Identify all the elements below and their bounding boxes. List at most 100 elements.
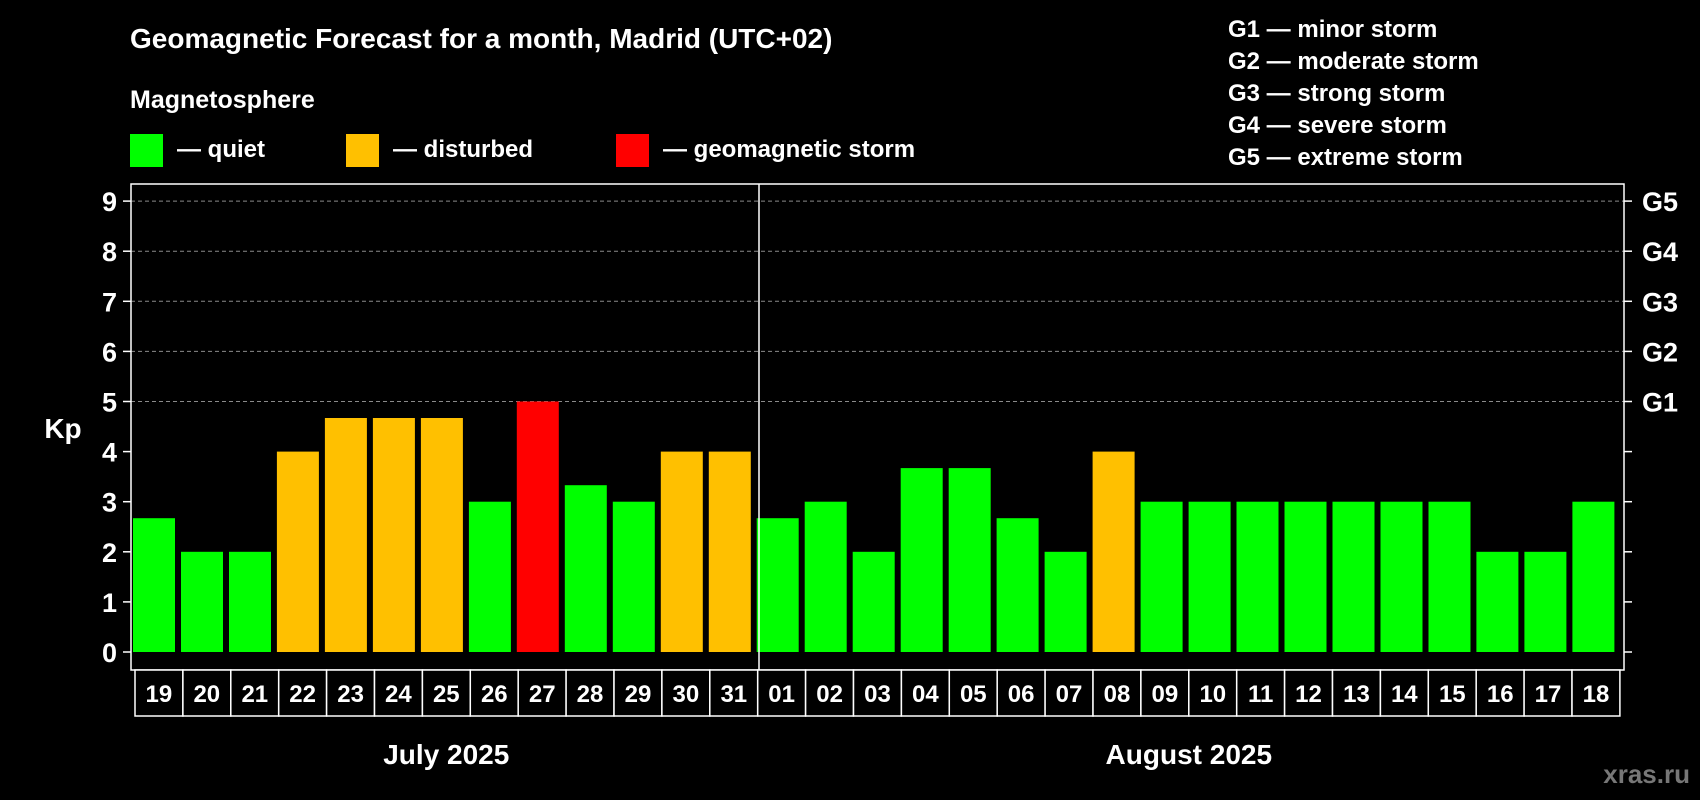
date-label-11-23: 11 bbox=[1248, 681, 1273, 708]
date-cell-27-8 bbox=[517, 669, 567, 717]
date-cell-23-4 bbox=[325, 669, 376, 717]
date-cell-01-13 bbox=[756, 669, 807, 717]
date-label-09-21: 09 bbox=[1152, 681, 1179, 708]
date-label-24-5: 24 bbox=[385, 681, 412, 708]
month-label-0: July 2025 bbox=[383, 739, 509, 770]
right-tick-label-G2: G2 bbox=[1642, 337, 1678, 367]
date-label-28-9: 28 bbox=[577, 681, 604, 708]
chart-title: Geomagnetic Forecast for a month, Madrid… bbox=[130, 23, 832, 54]
date-label-15-27: 15 bbox=[1439, 681, 1466, 708]
bar-24-5 bbox=[372, 418, 415, 652]
bar-09-21 bbox=[1140, 501, 1183, 652]
bars bbox=[133, 401, 1615, 652]
right-tick-label-G1: G1 bbox=[1642, 388, 1678, 418]
date-label-30-11: 30 bbox=[673, 681, 700, 708]
date-label-20-1: 20 bbox=[193, 681, 220, 708]
y-tick-label-2: 2 bbox=[102, 538, 117, 568]
date-label-18-30: 18 bbox=[1583, 681, 1610, 708]
bar-02-14 bbox=[804, 501, 847, 652]
date-label-29-10: 29 bbox=[625, 681, 652, 708]
legend-swatch-disturbed bbox=[346, 134, 379, 167]
bar-20-1 bbox=[181, 551, 223, 652]
date-cell-26-7 bbox=[469, 669, 519, 717]
date-cell-15-27 bbox=[1427, 669, 1477, 717]
y-tick-label-7: 7 bbox=[102, 287, 117, 317]
date-label-21-2: 21 bbox=[241, 681, 268, 708]
axis-ticks: 0 1 2 3 4 5 6 7 8 9 G1 G2 G3 G4 G5 bbox=[102, 187, 1678, 668]
date-label-13-25: 13 bbox=[1343, 681, 1370, 708]
legend: — quiet — disturbed — geomagnetic storm bbox=[130, 134, 915, 167]
date-label-08-20: 08 bbox=[1104, 681, 1131, 708]
y-tick-label-4: 4 bbox=[102, 438, 117, 468]
bar-14-26 bbox=[1380, 501, 1423, 652]
date-label-26-7: 26 bbox=[481, 681, 508, 708]
date-cell-09-21 bbox=[1140, 669, 1190, 717]
legend-label-quiet: — quiet bbox=[177, 136, 265, 163]
legend-swatch-quiet bbox=[130, 134, 163, 167]
bar-04-16 bbox=[900, 468, 943, 652]
bar-18-30 bbox=[1572, 501, 1615, 652]
date-label-17-29: 17 bbox=[1535, 681, 1562, 708]
date-cell-05-17 bbox=[948, 669, 998, 717]
y-tick-label-5: 5 bbox=[102, 388, 117, 418]
y-tick-label-1: 1 bbox=[102, 588, 117, 618]
date-cell-03-15 bbox=[852, 669, 903, 717]
date-label-16-28: 16 bbox=[1487, 681, 1514, 708]
date-cell-11-23 bbox=[1235, 669, 1286, 717]
date-label-03-15: 03 bbox=[864, 681, 891, 708]
date-label-14-26: 14 bbox=[1391, 681, 1418, 708]
bar-27-8 bbox=[516, 401, 559, 652]
date-label-22-3: 22 bbox=[289, 681, 316, 708]
month-label-1: August 2025 bbox=[1106, 739, 1273, 770]
bar-21-2 bbox=[229, 551, 271, 652]
date-cell-07-19 bbox=[1044, 669, 1094, 717]
bar-13-25 bbox=[1332, 501, 1375, 652]
date-cell-17-29 bbox=[1523, 669, 1573, 717]
bar-15-27 bbox=[1428, 501, 1471, 652]
date-label-06-18: 06 bbox=[1008, 681, 1035, 708]
right-tick-label-G4: G4 bbox=[1642, 237, 1678, 267]
bar-25-6 bbox=[420, 418, 463, 652]
date-cell-06-18 bbox=[996, 669, 1046, 717]
right-tick-label-G5: G5 bbox=[1642, 187, 1678, 217]
bar-10-22 bbox=[1188, 501, 1231, 652]
date-label-05-17: 05 bbox=[960, 681, 987, 708]
date-label-25-6: 25 bbox=[433, 681, 460, 708]
date-label-12-24: 12 bbox=[1295, 681, 1322, 708]
y-axis-label: Kp bbox=[44, 413, 81, 444]
date-label-07-19: 07 bbox=[1056, 681, 1083, 708]
date-cell-30-11 bbox=[661, 669, 711, 717]
bar-07-19 bbox=[1044, 551, 1087, 652]
grid-lines bbox=[131, 200, 1624, 402]
bar-16-28 bbox=[1476, 551, 1519, 652]
bar-05-17 bbox=[948, 468, 991, 652]
date-cell-08-20 bbox=[1092, 669, 1142, 717]
storm-scale-g3: G3 — strong storm bbox=[1228, 80, 1445, 107]
bar-11-23 bbox=[1236, 501, 1279, 652]
date-cell-29-10 bbox=[613, 669, 663, 717]
date-row: 19 20 21 22 23 24 25 26 27 28 29 30 31 01 02 03 04 05 06 07… bbox=[134, 669, 1621, 717]
date-label-19-0: 19 bbox=[146, 681, 173, 708]
watermark: xras.ru bbox=[1603, 759, 1690, 789]
bar-23-4 bbox=[324, 418, 367, 652]
bar-28-9 bbox=[564, 485, 607, 652]
y-tick-label-9: 9 bbox=[102, 187, 117, 217]
date-cell-02-14 bbox=[804, 669, 855, 717]
storm-scale-legend: G1 — minor storm G2 — moderate storm G3 … bbox=[1228, 16, 1479, 171]
bar-12-24 bbox=[1284, 501, 1327, 652]
date-label-04-16: 04 bbox=[912, 681, 939, 708]
date-cell-04-16 bbox=[900, 669, 951, 717]
date-cell-19-0 bbox=[134, 669, 184, 717]
date-cell-31-12 bbox=[709, 669, 759, 717]
date-label-23-4: 23 bbox=[337, 681, 364, 708]
legend-label-disturbed: — disturbed bbox=[393, 136, 533, 163]
month-labels: July 2025 August 2025 bbox=[383, 739, 1272, 770]
bar-03-15 bbox=[852, 551, 895, 652]
y-tick-label-0: 0 bbox=[102, 638, 117, 668]
bar-01-13 bbox=[756, 518, 799, 652]
bar-17-29 bbox=[1524, 551, 1567, 652]
bar-30-11 bbox=[660, 451, 703, 652]
date-cell-13-25 bbox=[1331, 669, 1382, 717]
y-tick-label-3: 3 bbox=[102, 488, 117, 518]
